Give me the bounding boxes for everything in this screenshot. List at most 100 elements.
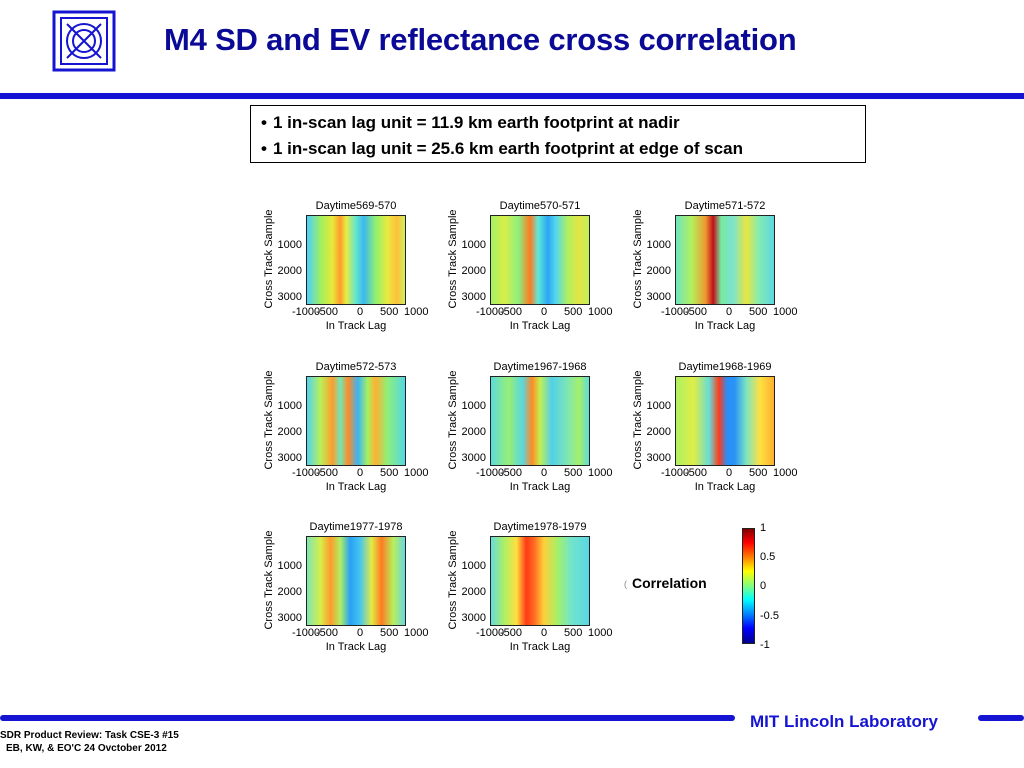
heatmap-panel: Daytime1977-1978 Cross Track Sample 1000 20… (254, 521, 434, 671)
x-tick-label: 1000 (773, 306, 798, 318)
x-tick-label: -1000 (292, 467, 321, 479)
x-axis-label: In Track Lag (694, 481, 756, 493)
heatmap-panel: Daytime1968-1969 Cross Track Sample 1000 20… (623, 361, 803, 511)
x-tick-label: -500 (685, 306, 708, 318)
x-tick-label: 1000 (404, 627, 429, 639)
page-title: M4 SD and EV reflectance cross correlati… (164, 22, 797, 57)
x-axis-label: In Track Lag (694, 320, 756, 332)
top-divider (0, 93, 1024, 99)
footer-line-2: EB, KW, & EO'C 24 Ovctober 2012 (6, 743, 167, 754)
heatmap-panel: Daytime1967-1968 Cross Track Sample 1000 20… (438, 361, 618, 511)
y-tick-label: 3000 (646, 452, 671, 464)
heatmap-image (490, 536, 590, 626)
heatmap-image (306, 536, 406, 626)
x-tick-label: 0 (541, 627, 548, 639)
y-tick-label: 3000 (277, 291, 302, 303)
x-tick-label: 0 (357, 306, 364, 318)
heatmap-title: Daytime1977-1978 (309, 521, 403, 533)
y-axis-label: Cross Track Sample (447, 530, 459, 630)
x-tick-label: -500 (316, 467, 339, 479)
x-tick-label: -500 (500, 627, 523, 639)
y-tick-label: 1000 (277, 400, 302, 412)
y-tick-label: 2000 (646, 426, 671, 438)
bottom-divider-end (978, 715, 1024, 721)
y-tick-label: 3000 (277, 452, 302, 464)
x-tick-label: -1000 (661, 467, 690, 479)
bullet-item: • 1 in-scan lag unit = 11.9 km earth foot… (261, 110, 865, 136)
heatmap-title: Daytime570-571 (499, 200, 581, 212)
y-tick-label: 3000 (461, 612, 486, 624)
y-tick-label: 2000 (461, 586, 486, 598)
x-tick-label: 1000 (588, 627, 613, 639)
colorbar (742, 528, 755, 644)
heatmap-title: Daytime1978-1979 (493, 521, 587, 533)
y-axis-label: Cross Track Sample (447, 370, 459, 470)
x-tick-label: 0 (726, 467, 733, 479)
x-tick-label: -1000 (476, 467, 505, 479)
bullet-dot-icon: • (261, 113, 267, 132)
x-tick-label: 1000 (588, 467, 613, 479)
y-tick-label: 2000 (461, 265, 486, 277)
x-tick-label: 500 (380, 467, 399, 479)
heatmap-title: Daytime569-570 (315, 200, 397, 212)
y-axis-label: Cross Track Sample (263, 530, 275, 630)
x-tick-label: -1000 (292, 627, 321, 639)
bullet-dot-icon: • (261, 139, 267, 158)
y-tick-label: 2000 (277, 265, 302, 277)
heatmap-image (306, 376, 406, 466)
heatmap-image (490, 215, 590, 305)
y-tick-label: 1000 (646, 239, 671, 251)
bullet-text: 1 in-scan lag unit = 11.9 km earth footp… (273, 113, 680, 132)
heatmap-image (675, 376, 775, 466)
x-axis-label: In Track Lag (325, 641, 387, 653)
heatmap-panel: Daytime1978-1979 Cross Track Sample 1000 20… (438, 521, 618, 671)
heatmap-title: Daytime572-573 (315, 361, 397, 373)
x-tick-label: 1000 (588, 306, 613, 318)
x-tick-label: -1000 (476, 627, 505, 639)
colorbar-tick: 0 (760, 580, 767, 592)
x-tick-label: -500 (316, 306, 339, 318)
x-tick-label: 1000 (773, 467, 798, 479)
y-tick-label: 2000 (277, 586, 302, 598)
heatmap-image (675, 215, 775, 305)
x-axis-label: In Track Lag (325, 320, 387, 332)
heatmap-title: Daytime1967-1968 (493, 361, 587, 373)
heatmap-title: Daytime1968-1969 (678, 361, 772, 373)
colorbar-tick: 0.5 (760, 551, 776, 563)
y-tick-label: 1000 (277, 239, 302, 251)
heatmap-panel: Daytime570-571 Cross Track Sample 1000 2000… (438, 200, 618, 350)
y-tick-label: 3000 (277, 612, 302, 624)
bullet-box: • 1 in-scan lag unit = 11.9 km earth foot… (250, 105, 866, 163)
y-tick-label: 3000 (646, 291, 671, 303)
x-tick-label: 500 (380, 306, 399, 318)
x-axis-label: In Track Lag (509, 641, 571, 653)
y-tick-label: 2000 (646, 265, 671, 277)
x-tick-label: 500 (749, 467, 768, 479)
x-tick-label: 500 (749, 306, 768, 318)
x-axis-label: In Track Lag (509, 320, 571, 332)
x-tick-label: -1000 (476, 306, 505, 318)
y-tick-label: 1000 (461, 239, 486, 251)
x-tick-label: 0 (541, 467, 548, 479)
y-tick-label: 2000 (461, 426, 486, 438)
x-axis-label: In Track Lag (325, 481, 387, 493)
heatmap-panel: Daytime571-572 Cross Track Sample 1000 2000… (623, 200, 803, 350)
y-tick-label: 1000 (646, 400, 671, 412)
x-tick-label: -1000 (292, 306, 321, 318)
y-axis-label: Cross Track Sample (632, 370, 644, 470)
y-axis-label: Cross Track Sample (263, 209, 275, 309)
heatmap-image (490, 376, 590, 466)
x-tick-label: 500 (564, 306, 583, 318)
x-tick-label: -500 (500, 306, 523, 318)
x-tick-label: 1000 (404, 467, 429, 479)
heatmap-image (306, 215, 406, 305)
y-tick-label: 1000 (461, 560, 486, 572)
colorbar-label: Correlation (632, 575, 707, 591)
x-tick-label: 0 (357, 467, 364, 479)
x-tick-label: -1000 (661, 306, 690, 318)
y-axis-label: Cross Track Sample (632, 209, 644, 309)
y-axis-label: Cross Track Sample (263, 370, 275, 470)
x-tick-label: 500 (380, 627, 399, 639)
heatmap-panel: Daytime572-573 Cross Track Sample 1000 2000… (254, 361, 434, 511)
bullet-text: 1 in-scan lag unit = 25.6 km earth footp… (273, 139, 743, 158)
